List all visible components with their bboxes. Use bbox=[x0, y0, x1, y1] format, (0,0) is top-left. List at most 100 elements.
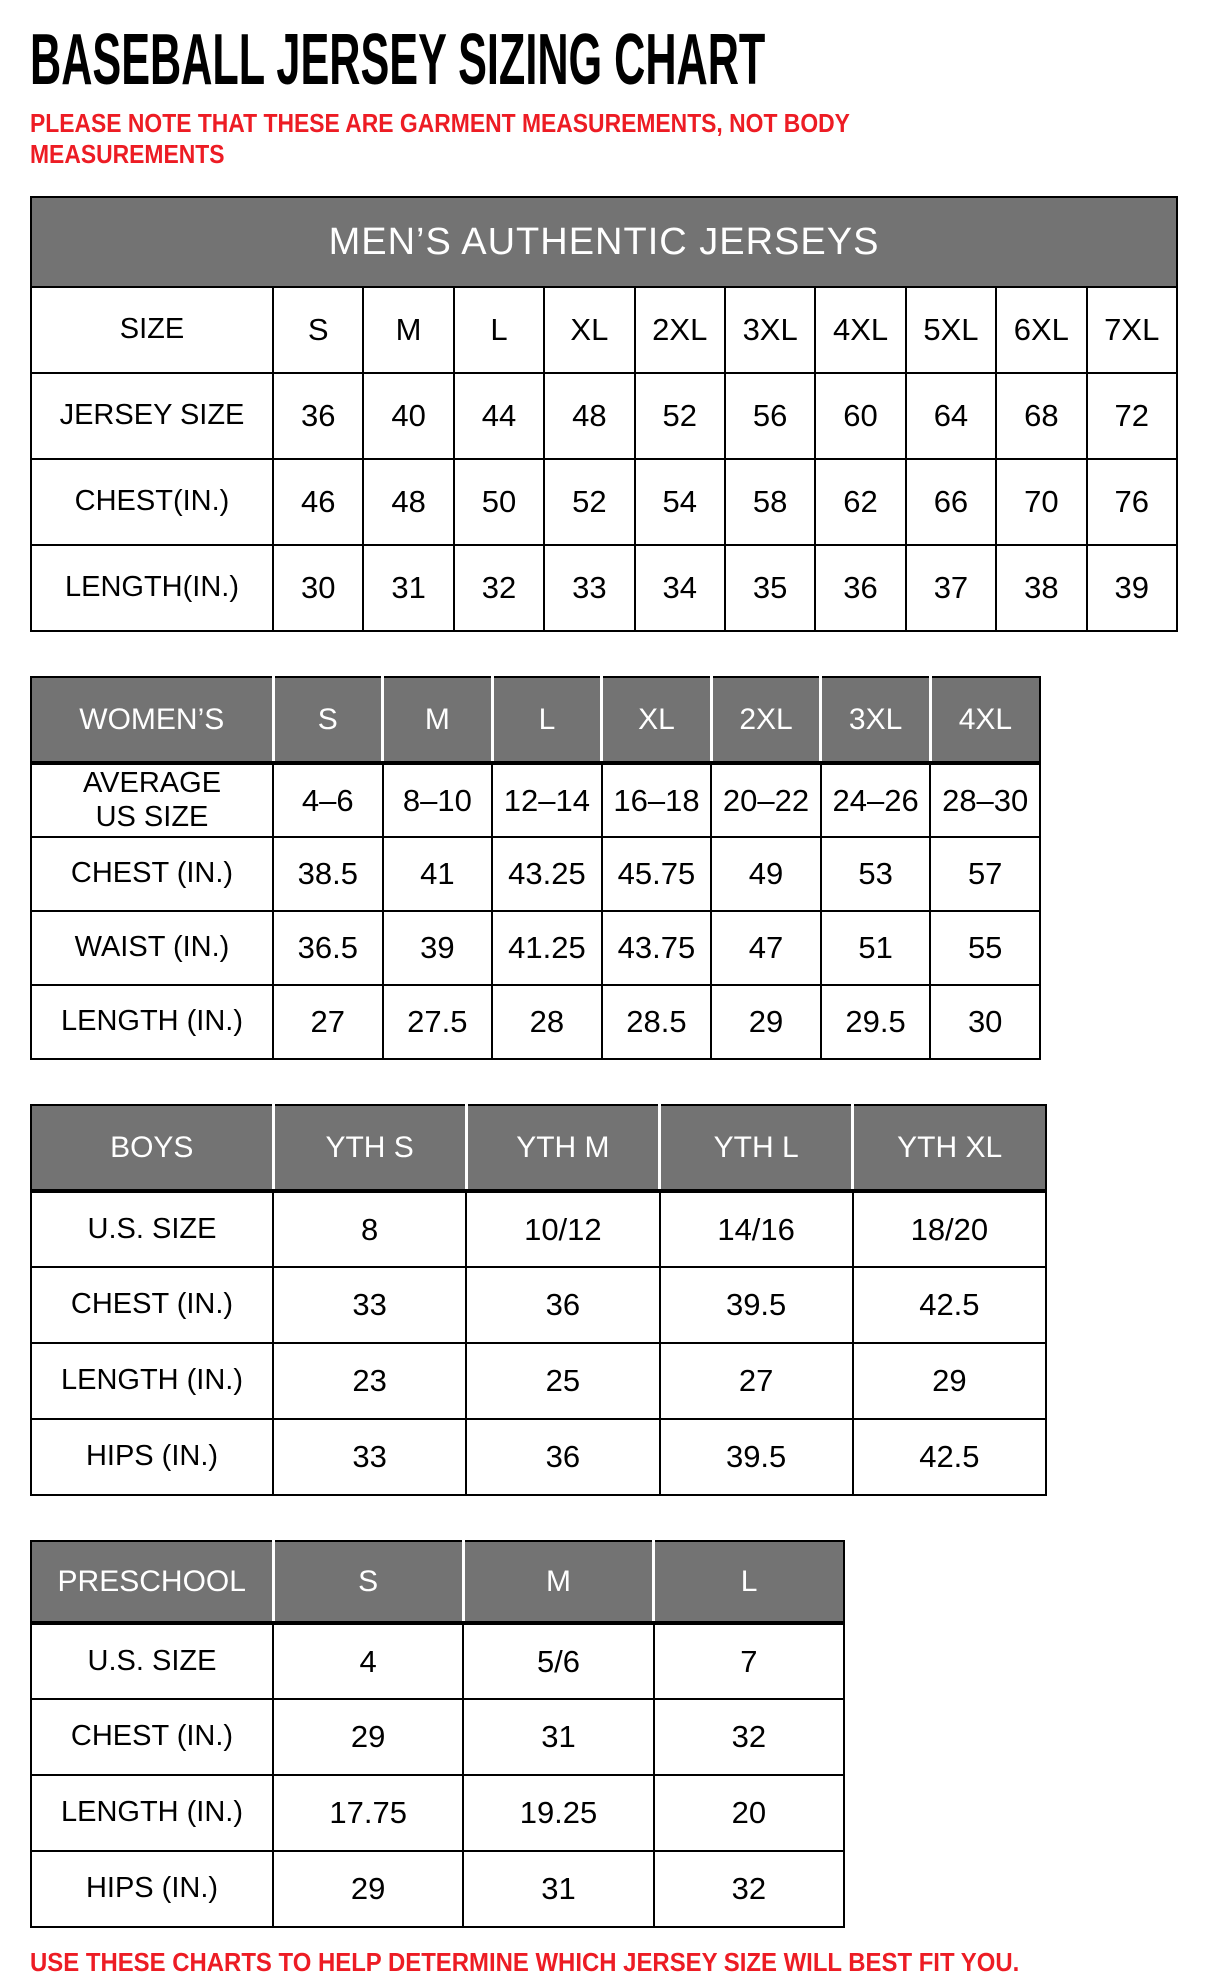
value-cell-text: 60 bbox=[843, 398, 878, 433]
value-cell: 45.75 bbox=[600, 836, 713, 912]
value-cell: 4 bbox=[271, 1622, 465, 1700]
value-cell: 29 bbox=[271, 1850, 465, 1928]
value-cell-text: 36 bbox=[300, 398, 336, 433]
value-cell-text: 70 bbox=[1024, 484, 1059, 519]
sizing-table-mens-authentic-jerseys: MEN’S AUTHENTIC JERSEYS SIZE S M L XL 2XL 3XL 4X… bbox=[30, 196, 1179, 632]
row-label-cell: LENGTH(IN.) bbox=[30, 544, 274, 632]
row-label-cell-text: JERSEY SIZE bbox=[59, 399, 245, 432]
header-label-cell: BOYS bbox=[30, 1104, 273, 1193]
header-label-cell-text: BOYS bbox=[110, 1130, 194, 1164]
value-cell: 14/16 bbox=[658, 1190, 854, 1268]
value-cell-text: 45.75 bbox=[617, 856, 696, 891]
row-label-cell: CHEST (IN.) bbox=[30, 1266, 274, 1344]
value-cell-text: 37 bbox=[933, 570, 969, 605]
value-cell: 60 bbox=[814, 372, 907, 460]
column-header-cell-text: YTH S bbox=[325, 1130, 414, 1164]
table-row: AVERAGE US SIZE 4–6 8–10 12–14 16–18 20–22 24–… bbox=[30, 762, 1041, 838]
value-cell: L bbox=[452, 286, 546, 374]
value-cell: 16–18 bbox=[600, 762, 713, 838]
page-title-text: BASEBALL JERSEY SIZING CHART bbox=[30, 20, 766, 100]
row-label-cell-text: U.S. SIZE bbox=[87, 1212, 217, 1245]
value-cell-text: 48 bbox=[572, 398, 607, 433]
value-cell-text: 46 bbox=[300, 484, 336, 519]
value-cell-text: 41.25 bbox=[508, 930, 586, 965]
row-label-cell-text: U.S. SIZE bbox=[87, 1644, 217, 1677]
value-cell: 68 bbox=[995, 372, 1088, 460]
value-cell-text: 29 bbox=[350, 1719, 386, 1754]
note-line: PLEASE NOTE THAT THESE ARE GARMENT MEASU… bbox=[30, 108, 850, 138]
column-header-cell-text: 3XL bbox=[848, 702, 903, 736]
value-cell-text: 43.25 bbox=[508, 856, 586, 891]
value-cell-text: 36 bbox=[843, 570, 878, 605]
value-cell-text: 39.5 bbox=[725, 1439, 787, 1474]
value-cell-text: 31 bbox=[541, 1871, 576, 1906]
table-row: CHEST (IN.) 33 36 39.5 42.5 bbox=[30, 1266, 1048, 1344]
value-cell: 6XL bbox=[995, 286, 1088, 374]
table-banner-row: MEN’S AUTHENTIC JERSEYS bbox=[30, 196, 1178, 288]
row-label-cell: U.S. SIZE bbox=[30, 1622, 274, 1700]
value-cell-text: 39.5 bbox=[725, 1287, 787, 1322]
womens-jerseys-table: WOMEN’S S M L XL 2XL 3XL 4XL AVERAGE US SIZE 4–6 8… bbox=[30, 676, 1190, 1060]
row-label-cell: AVERAGE US SIZE bbox=[30, 762, 274, 838]
value-cell-text: 36 bbox=[545, 1287, 581, 1322]
row-label-cell: JERSEY SIZE bbox=[30, 372, 274, 460]
row-label-cell-text: HIPS (IN.) bbox=[85, 1872, 219, 1905]
value-cell: 5/6 bbox=[462, 1622, 655, 1700]
row-label-cell: U.S. SIZE bbox=[30, 1190, 274, 1268]
value-cell-text: 36.5 bbox=[297, 930, 358, 965]
boys-jerseys-table: BOYS YTH S YTH M YTH L YTH XL U.S. SIZE 8 10/12… bbox=[30, 1104, 1190, 1496]
value-cell: 36.5 bbox=[272, 910, 384, 986]
value-cell: 50 bbox=[452, 458, 546, 546]
column-header-cell: 2XL bbox=[709, 676, 821, 765]
row-label-cell-text: LENGTH (IN.) bbox=[60, 1005, 244, 1038]
value-cell: 3XL bbox=[723, 286, 817, 374]
value-cell-text: 30 bbox=[300, 570, 336, 605]
value-cell: 36 bbox=[271, 372, 365, 460]
value-cell: 57 bbox=[929, 836, 1041, 912]
value-cell-text: L bbox=[490, 312, 508, 347]
row-label-cell-text: CHEST (IN.) bbox=[70, 857, 234, 890]
value-cell: 49 bbox=[710, 836, 822, 912]
value-cell-text: 76 bbox=[1114, 484, 1149, 519]
table-row: LENGTH (IN.) 23 25 27 29 bbox=[30, 1342, 1048, 1420]
value-cell: 25 bbox=[465, 1342, 661, 1420]
column-header-cell: XL bbox=[600, 676, 712, 765]
value-cell: 43.25 bbox=[491, 836, 603, 912]
row-label-cell: LENGTH (IN.) bbox=[30, 1342, 274, 1420]
value-cell-text: 20 bbox=[731, 1795, 767, 1830]
value-cell-text: 33 bbox=[572, 570, 607, 605]
value-cell: 52 bbox=[633, 372, 726, 460]
value-cell: 33 bbox=[543, 544, 636, 632]
column-header-cell: M bbox=[461, 1540, 654, 1625]
column-header-cell: YTH XL bbox=[851, 1104, 1046, 1193]
value-cell-text: 52 bbox=[572, 484, 607, 519]
row-label-cell-text: SIZE bbox=[119, 313, 185, 346]
value-cell: 39 bbox=[381, 910, 494, 986]
value-cell-text: 10/12 bbox=[524, 1211, 602, 1247]
value-cell: 33 bbox=[271, 1266, 468, 1344]
value-cell-text: 32 bbox=[731, 1719, 767, 1754]
row-label-cell: HIPS (IN.) bbox=[30, 1850, 274, 1928]
row-label-cell: WAIST (IN.) bbox=[30, 910, 274, 986]
value-cell: 43.75 bbox=[600, 910, 713, 986]
column-header-cell-text: 2XL bbox=[739, 702, 793, 736]
value-cell: 38.5 bbox=[272, 836, 384, 912]
value-cell-text: 5XL bbox=[923, 312, 979, 347]
value-cell-text: 14/16 bbox=[717, 1211, 795, 1247]
value-cell: 41.25 bbox=[491, 910, 603, 986]
row-label-cell: CHEST(IN.) bbox=[30, 458, 274, 546]
value-cell: 56 bbox=[723, 372, 817, 460]
column-header-cell: L bbox=[490, 676, 602, 765]
column-header-cell-text: M bbox=[424, 702, 450, 736]
value-cell-text: 5/6 bbox=[536, 1643, 581, 1679]
value-cell: 28–30 bbox=[929, 762, 1041, 838]
table-header-row: WOMEN’S S M L XL 2XL 3XL 4XL bbox=[30, 676, 1040, 765]
row-label-cell-text: CHEST(IN.) bbox=[74, 485, 230, 518]
value-cell-text: 28.5 bbox=[626, 1004, 687, 1039]
value-cell: 8–10 bbox=[381, 762, 494, 838]
value-cell-text: 54 bbox=[662, 484, 697, 519]
value-cell: 66 bbox=[904, 458, 998, 546]
table-row: CHEST(IN.) 46 48 50 52 54 58 62 66 70 76 bbox=[30, 458, 1179, 546]
value-cell-text: 31 bbox=[391, 570, 426, 605]
value-cell: 52 bbox=[543, 458, 636, 546]
